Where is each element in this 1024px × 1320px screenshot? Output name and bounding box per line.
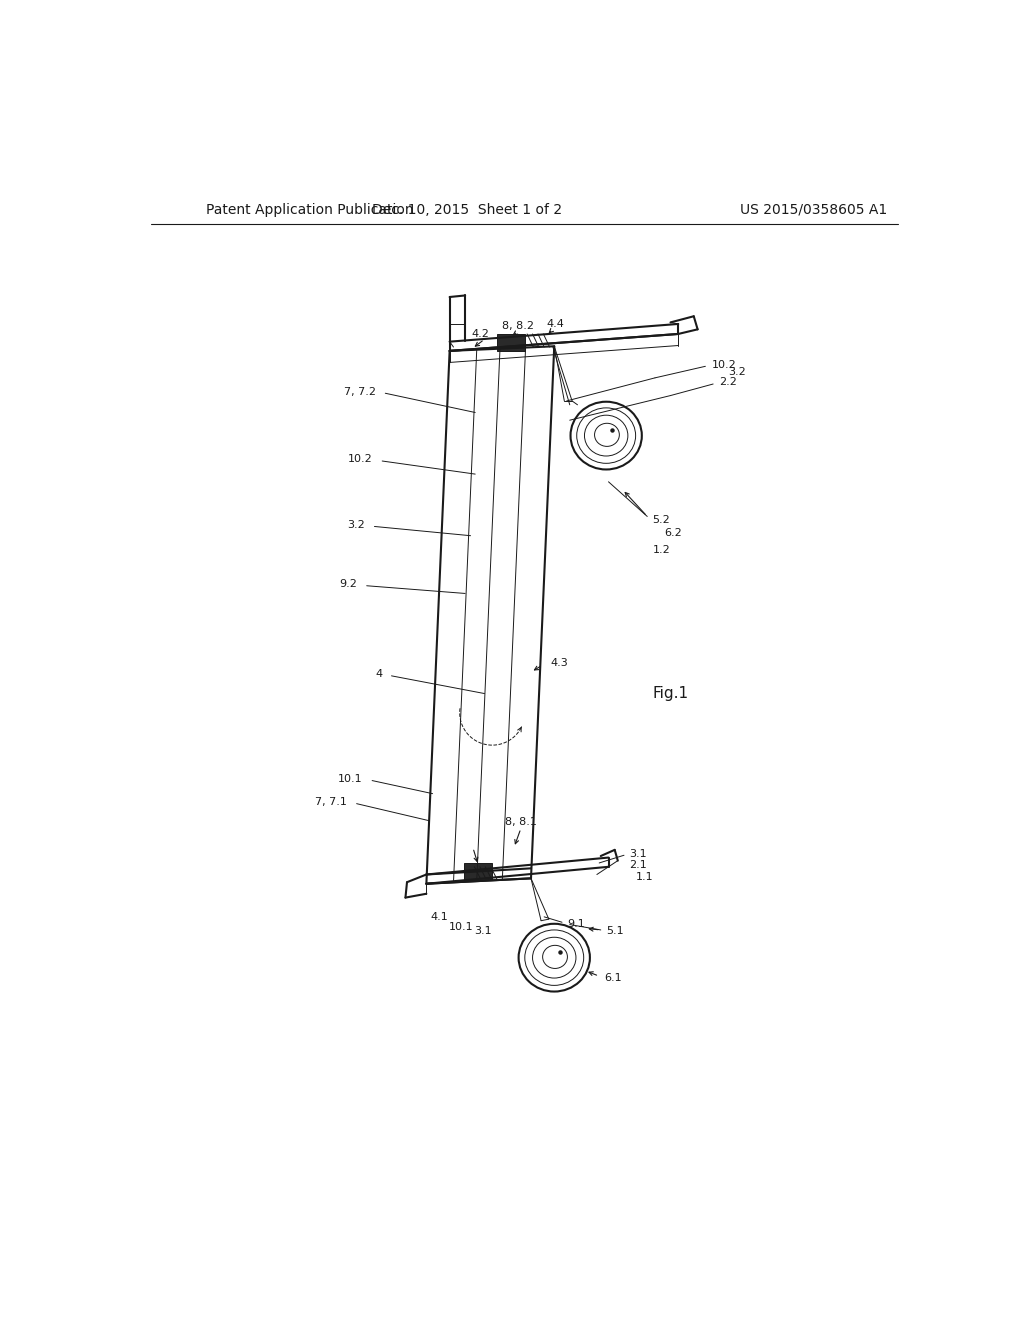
Text: 9.1: 9.1 xyxy=(567,919,585,929)
Text: 8, 8.2: 8, 8.2 xyxy=(502,321,534,331)
Bar xyxy=(497,334,525,351)
Text: 3.2: 3.2 xyxy=(347,520,366,529)
Text: Dec. 10, 2015  Sheet 1 of 2: Dec. 10, 2015 Sheet 1 of 2 xyxy=(372,203,562,216)
Text: 4.1: 4.1 xyxy=(431,912,449,921)
Text: 2.2: 2.2 xyxy=(719,376,737,387)
Text: 7, 7.1: 7, 7.1 xyxy=(315,797,347,807)
Text: 4.4: 4.4 xyxy=(546,319,564,329)
Text: 9.2: 9.2 xyxy=(340,579,357,589)
Text: 4.2: 4.2 xyxy=(472,329,489,339)
Text: 2.1: 2.1 xyxy=(630,861,647,870)
Text: 10.2: 10.2 xyxy=(712,360,736,370)
Text: 3.1: 3.1 xyxy=(630,849,647,859)
Text: 1.1: 1.1 xyxy=(636,871,653,882)
Text: 3.1: 3.1 xyxy=(474,927,492,936)
Bar xyxy=(464,863,493,880)
Text: 10.1: 10.1 xyxy=(449,921,473,932)
Text: Fig.1: Fig.1 xyxy=(652,686,689,701)
Text: 7, 7.2: 7, 7.2 xyxy=(344,387,376,397)
Text: 10.1: 10.1 xyxy=(338,774,362,784)
Text: Patent Application Publication: Patent Application Publication xyxy=(206,203,413,216)
Text: 6.1: 6.1 xyxy=(604,973,623,983)
Text: 4: 4 xyxy=(375,669,382,680)
Text: 5.1: 5.1 xyxy=(606,927,624,936)
Text: 10.2: 10.2 xyxy=(348,454,373,465)
Text: 1.2: 1.2 xyxy=(652,545,671,554)
Text: 5.2: 5.2 xyxy=(652,515,671,525)
Text: 8, 8.1: 8, 8.1 xyxy=(505,817,537,828)
Text: 6.2: 6.2 xyxy=(665,528,682,539)
Text: US 2015/0358605 A1: US 2015/0358605 A1 xyxy=(740,203,888,216)
Text: 3.2: 3.2 xyxy=(729,367,746,378)
Text: 4.3: 4.3 xyxy=(550,657,568,668)
